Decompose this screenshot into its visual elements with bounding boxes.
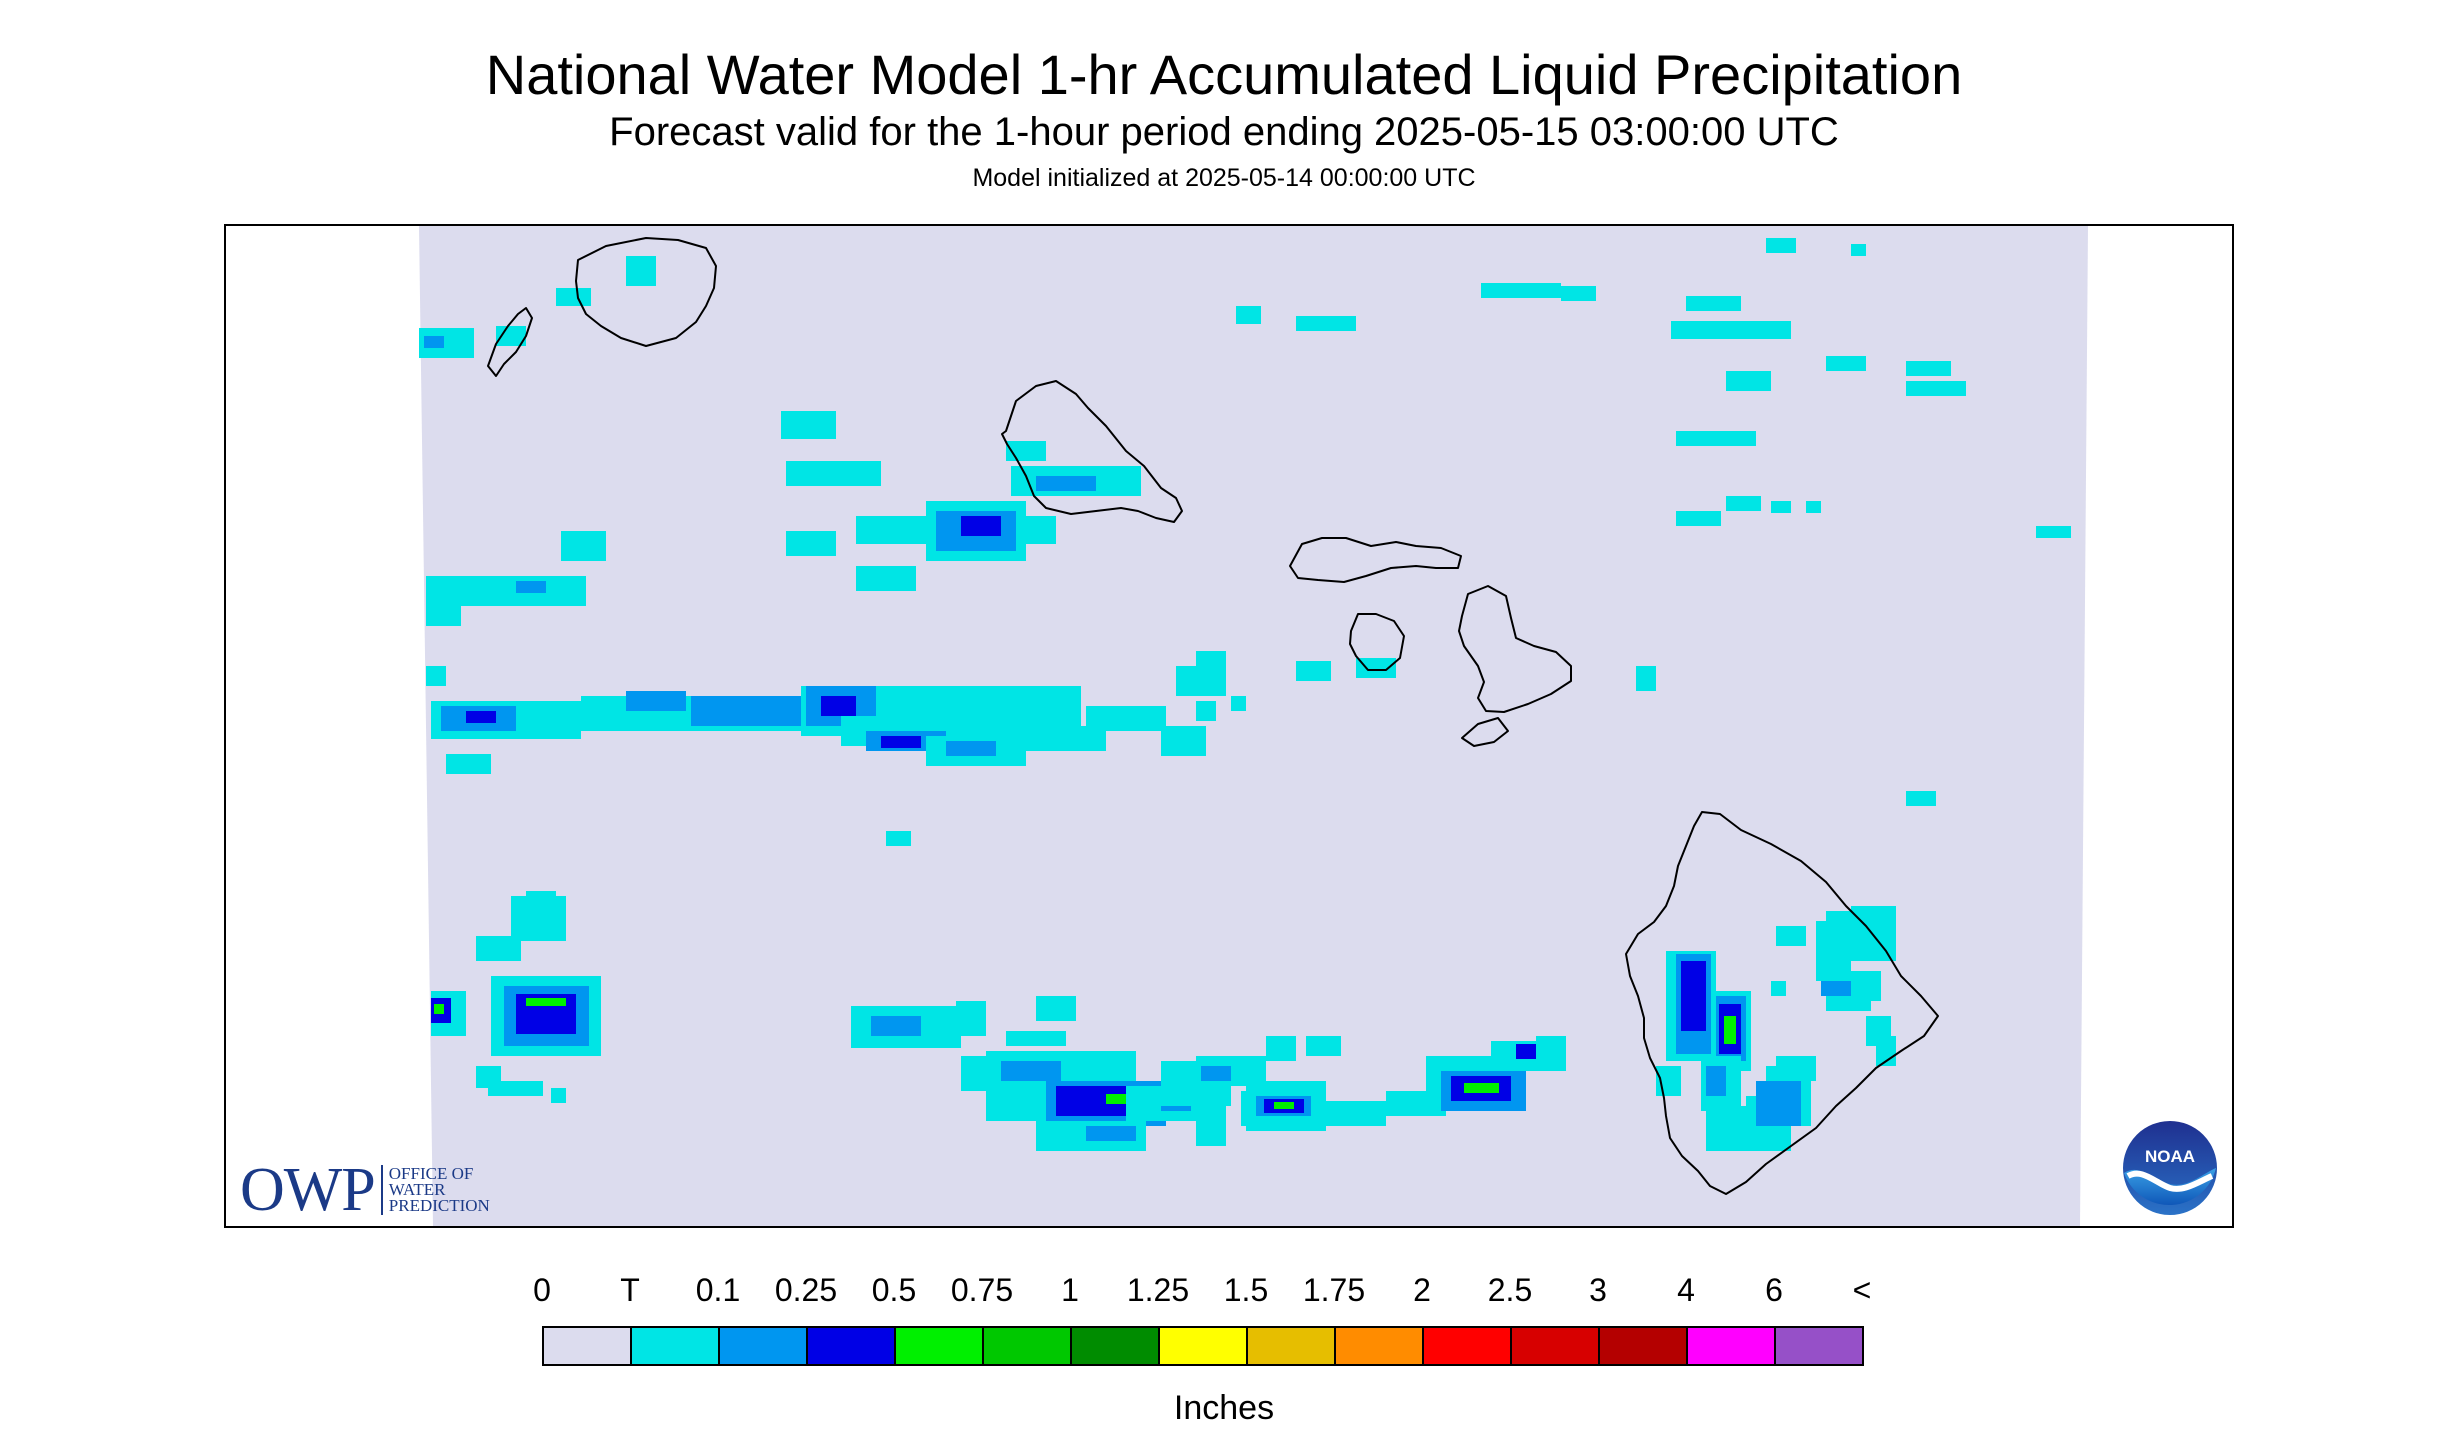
legend-label: 0.1 [695,1272,741,1308]
noaa-logo-icon: NOAA [2121,1119,2219,1217]
legend-label: 0 [533,1272,551,1308]
legend-label: 2 [1413,1272,1431,1308]
kauai-outline [575,237,717,347]
niihau-outline [487,307,533,377]
precip-cells [419,238,2071,1151]
legend-label: 3 [1589,1272,1607,1308]
legend-label: 6 [1765,1272,1783,1308]
owp-logo-text: OFFICE OF WATER PREDICTION [388,1164,490,1215]
legend-swatch [982,1326,1072,1366]
legend-swatch [630,1326,720,1366]
oahu-outline [1001,380,1183,523]
kahoolawe-outline [1461,717,1509,747]
legend-colorbar [542,1326,1864,1366]
legend-units: Inches [1173,1389,1275,1427]
map-title: National Water Model 1-hr Accumulated Li… [485,43,1963,106]
owp-line-2: WATER [388,1180,446,1199]
coastlines [487,237,1939,1195]
legend-swatch [806,1326,896,1366]
noaa-logo-text: NOAA [2145,1147,2195,1166]
big-island-outline [1625,811,1939,1195]
legend-label: < [1852,1272,1872,1308]
legend-swatch [542,1326,632,1366]
owp-line-1: OFFICE OF [388,1164,474,1183]
legend-swatch [894,1326,984,1366]
legend-swatch [1598,1326,1688,1366]
map-canvas [419,226,2088,1226]
legend-label: 0.25 [774,1272,838,1308]
owp-line-3: PREDICTION [388,1196,490,1215]
legend-label: 1 [1061,1272,1079,1308]
legend-swatch [1510,1326,1600,1366]
precip-legend: 0 T 0.1 0.25 0.5 0.75 1 1.25 1.5 1.75 2 … [533,1270,1922,1450]
map-subtitle: Forecast valid for the 1-hour period end… [609,110,1839,154]
legend-label: 0.75 [950,1272,1014,1308]
legend-swatch [1070,1326,1160,1366]
legend-label: T [620,1272,640,1308]
legend-swatch [1334,1326,1424,1366]
legend-label: 0.5 [871,1272,917,1308]
maui-outline [1458,585,1572,713]
legend-swatch [1422,1326,1512,1366]
molokai-outline [1289,537,1462,583]
owp-logo-mark: OWP [240,1156,376,1224]
legend-label: 4 [1677,1272,1695,1308]
legend-label: 1.25 [1126,1272,1190,1308]
legend-swatch [718,1326,808,1366]
legend-label: 2.5 [1487,1272,1533,1308]
owp-logo-divider [380,1165,383,1215]
legend-swatch [1686,1326,1776,1366]
model-init-time: Model initialized at 2025-05-14 00:00:00… [972,164,1476,192]
legend-label: 1.5 [1223,1272,1269,1308]
legend-swatch [1774,1326,1864,1366]
legend-swatch [1246,1326,1336,1366]
lanai-outline [1349,613,1405,671]
owp-logo: OWP OFFICE OF WATER PREDICTION [240,1156,490,1224]
legend-swatch [1158,1326,1248,1366]
precipitation-map [224,224,2234,1228]
legend-label: 1.75 [1302,1272,1366,1308]
